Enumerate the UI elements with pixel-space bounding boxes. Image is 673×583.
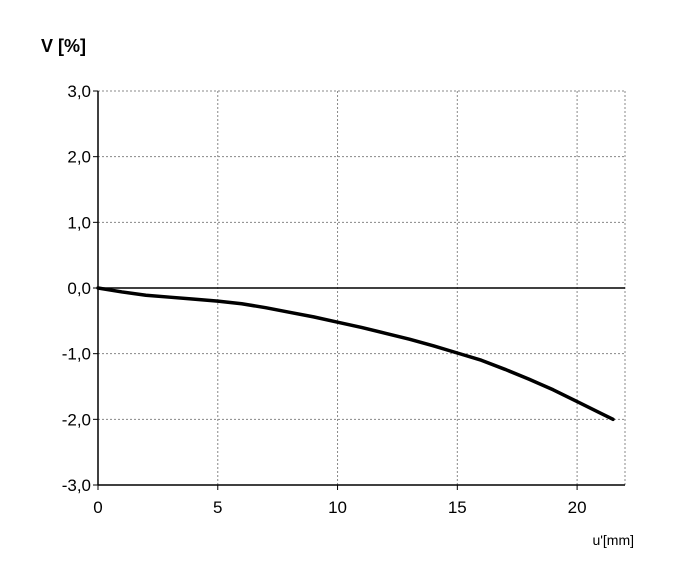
- y-tick-label: -1,0: [62, 345, 91, 364]
- y-tick-label: -2,0: [62, 410, 91, 429]
- y-axis-label: V [%]: [41, 36, 86, 56]
- tick-labels: 3,0 2,0 1,0 0,0 -1,0 -2,0 -3,00 5 10 15 20: [62, 82, 587, 517]
- y-tick-label: -3,0: [62, 476, 91, 495]
- y-tick-label: 0,0: [67, 279, 91, 298]
- x-tick-label: 15: [448, 498, 467, 517]
- y-tick-label: 1,0: [67, 213, 91, 232]
- x-tick-label: 10: [328, 498, 347, 517]
- series-group: [96, 286, 615, 422]
- y-tick-label: 2,0: [67, 148, 91, 167]
- series-line: [96, 286, 615, 422]
- x-tick-label: 5: [213, 498, 222, 517]
- y-tick-label: 3,0: [67, 82, 91, 101]
- x-tick-label: 20: [568, 498, 587, 517]
- x-tick-label: 0: [93, 498, 102, 517]
- x-axis-label: u'[mm]: [592, 532, 634, 548]
